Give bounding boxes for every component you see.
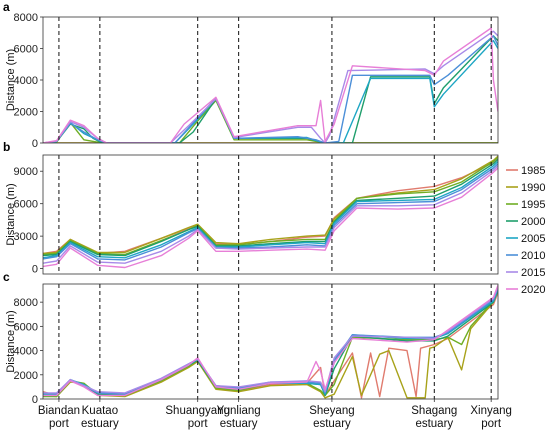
legend-label-1990: 1990 <box>521 182 545 194</box>
series-line-2010 <box>43 163 498 261</box>
y-tick-label: 9000 <box>14 166 38 178</box>
y-tick-label: 3000 <box>14 231 38 243</box>
series-line-1995 <box>43 99 498 143</box>
y-tick-label: 6000 <box>14 199 38 211</box>
site-label-bottom: estuary <box>415 418 453 430</box>
site-label-top: Kuatao <box>82 405 118 417</box>
panel-a: a 0 2000 4000 6000 8000 Distance (m) <box>3 0 499 150</box>
series-group <box>43 284 498 399</box>
y-axis-label: Distance (m) <box>5 310 17 372</box>
site-label-bottom: estuary <box>220 418 258 430</box>
site-label-top: Yunliang <box>217 405 261 417</box>
y-tick-label: 0 <box>32 264 38 276</box>
series-line-2000 <box>43 158 498 257</box>
legend-label-2000: 2000 <box>521 216 545 228</box>
series-line-2020 <box>43 27 498 143</box>
panel-frame <box>42 283 499 400</box>
panel-letter: a <box>3 0 10 14</box>
y-axis-label: Distance (m) <box>5 183 17 245</box>
legend: 1985 1990 1995 2000 2005 2010 2015 2020 <box>506 165 545 296</box>
series-line-2020 <box>43 167 498 269</box>
y-tick-label: 4000 <box>14 346 38 358</box>
site-label-bottom: port <box>481 418 502 430</box>
series-line-1990 <box>43 155 498 255</box>
y-tick-label: 8000 <box>14 297 38 309</box>
series-line-2020 <box>43 284 498 397</box>
series-line-1990 <box>43 289 498 399</box>
panel-frame <box>42 154 499 275</box>
y-tick-label: 6000 <box>14 321 38 333</box>
panel-frame <box>42 16 499 144</box>
series-line-2015 <box>43 30 498 143</box>
site-label-bottom: estuary <box>81 418 119 430</box>
series-line-2000 <box>43 35 498 143</box>
site-label-bottom: port <box>188 418 209 430</box>
series-group <box>43 155 498 269</box>
y-tick-label: 0 <box>32 138 38 150</box>
legend-label-2020: 2020 <box>521 284 545 296</box>
y-tick-label: 2000 <box>14 107 38 119</box>
series-line-1995 <box>43 156 498 256</box>
site-label-bottom: port <box>49 418 70 430</box>
legend-label-1985: 1985 <box>521 165 545 177</box>
series-line-2005 <box>43 160 498 259</box>
site-label-top: Shuangyang <box>165 405 230 417</box>
site-label-top: Shagang <box>411 405 457 417</box>
site-label-top: Sheyang <box>309 405 354 417</box>
site-label-top: Biandan <box>38 405 80 417</box>
series-group <box>43 27 498 143</box>
legend-label-2010: 2010 <box>521 250 545 262</box>
legend-label-2015: 2015 <box>521 267 545 279</box>
series-line-2010 <box>43 35 498 143</box>
site-labels: BiandanportKuataoestuaryShuangyangportYu… <box>38 399 512 430</box>
series-line-2005 <box>43 39 498 143</box>
panel-b: b 0 3000 6000 9000 Distance (m) <box>3 140 499 276</box>
legend-label-1995: 1995 <box>521 199 545 211</box>
series-line-2015 <box>43 165 498 264</box>
y-axis-label: Distance (m) <box>5 49 17 111</box>
y-tick-label: 4000 <box>14 75 38 87</box>
panel-letter: c <box>3 270 10 284</box>
series-line-2000 <box>43 289 498 397</box>
y-tick-label: 8000 <box>14 12 38 24</box>
y-tick-label: 6000 <box>14 44 38 56</box>
y-tick-label: 2000 <box>14 370 38 382</box>
series-line-1995 <box>43 289 498 398</box>
legend-label-2005: 2005 <box>521 233 545 245</box>
panel-letter: b <box>3 140 10 154</box>
series-line-2015 <box>43 286 498 394</box>
site-label-bottom: estuary <box>313 418 351 430</box>
site-label-top: Xinyang <box>470 405 512 417</box>
y-tick-label: 0 <box>32 394 38 406</box>
